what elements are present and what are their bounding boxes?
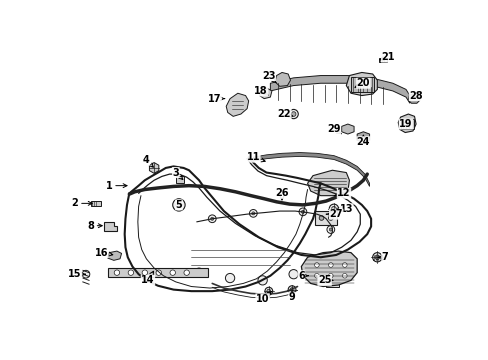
Text: 26: 26 [275,188,288,200]
Bar [176,176,183,183]
Circle shape [150,164,158,172]
Circle shape [327,278,333,284]
Circle shape [328,228,332,231]
Circle shape [289,288,293,292]
Circle shape [372,253,381,262]
Bar [350,77,373,93]
Bar [325,276,338,287]
Polygon shape [226,93,248,116]
Polygon shape [307,170,349,195]
Text: 6: 6 [297,271,307,281]
Circle shape [266,289,270,293]
Text: 24: 24 [356,135,369,147]
Polygon shape [274,72,290,86]
Circle shape [128,270,133,275]
Circle shape [301,210,304,213]
Circle shape [314,263,319,267]
Circle shape [210,217,213,220]
Text: 11: 11 [246,152,264,162]
Circle shape [225,274,234,283]
Text: 17: 17 [207,94,224,104]
Polygon shape [253,153,369,186]
Polygon shape [397,114,415,132]
Circle shape [251,212,254,215]
Circle shape [326,226,334,233]
Polygon shape [259,88,271,99]
Text: 27: 27 [325,209,342,219]
Circle shape [328,216,332,220]
Circle shape [170,270,175,275]
Polygon shape [301,251,356,287]
Bar [401,119,413,130]
Text: 9: 9 [288,291,295,302]
Text: 21: 21 [379,52,394,62]
Circle shape [342,263,346,267]
Polygon shape [103,222,117,231]
Text: 5: 5 [175,200,182,210]
Circle shape [374,255,379,260]
Circle shape [299,208,306,216]
Bar [372,255,381,260]
Text: 15: 15 [68,269,85,279]
Circle shape [172,199,185,211]
Circle shape [258,276,267,285]
Circle shape [288,270,298,279]
Circle shape [328,263,332,267]
Text: 14: 14 [141,271,154,285]
Text: 20: 20 [354,78,369,88]
Text: 22: 22 [277,109,292,119]
Bar [107,268,208,277]
Polygon shape [270,76,409,103]
Text: 7: 7 [378,252,387,262]
Circle shape [194,268,203,277]
Circle shape [342,274,346,278]
Circle shape [156,270,161,275]
Polygon shape [407,93,419,103]
Circle shape [288,109,298,119]
Circle shape [82,270,90,278]
Circle shape [152,166,156,170]
Text: 23: 23 [262,71,276,83]
Text: 29: 29 [326,125,341,134]
Polygon shape [149,163,159,173]
Circle shape [331,206,336,211]
Circle shape [183,270,189,275]
Circle shape [264,287,272,295]
Circle shape [314,274,319,278]
Text: 1: 1 [105,181,127,191]
Circle shape [328,274,332,278]
Text: 4: 4 [142,155,153,167]
Text: 12: 12 [333,188,350,198]
Text: 18: 18 [254,86,268,96]
Bar [315,211,336,225]
Circle shape [142,270,147,275]
Circle shape [114,270,120,275]
Text: 8: 8 [87,221,102,231]
Circle shape [328,204,338,213]
Circle shape [319,216,323,220]
Circle shape [291,112,295,116]
Polygon shape [341,124,353,134]
Circle shape [287,286,295,293]
Polygon shape [346,72,377,95]
Text: 10: 10 [255,292,271,304]
Polygon shape [107,251,122,260]
Circle shape [176,202,182,208]
Polygon shape [356,132,369,142]
Bar [90,201,101,206]
Text: 16: 16 [95,248,113,258]
Text: 2: 2 [72,198,92,208]
Text: 19: 19 [398,119,412,129]
Circle shape [208,215,216,222]
Text: 25: 25 [317,275,332,285]
Text: 28: 28 [408,91,422,100]
Bar [378,58,386,62]
Circle shape [249,210,257,217]
Text: 13: 13 [336,204,352,214]
Text: 3: 3 [172,167,183,180]
